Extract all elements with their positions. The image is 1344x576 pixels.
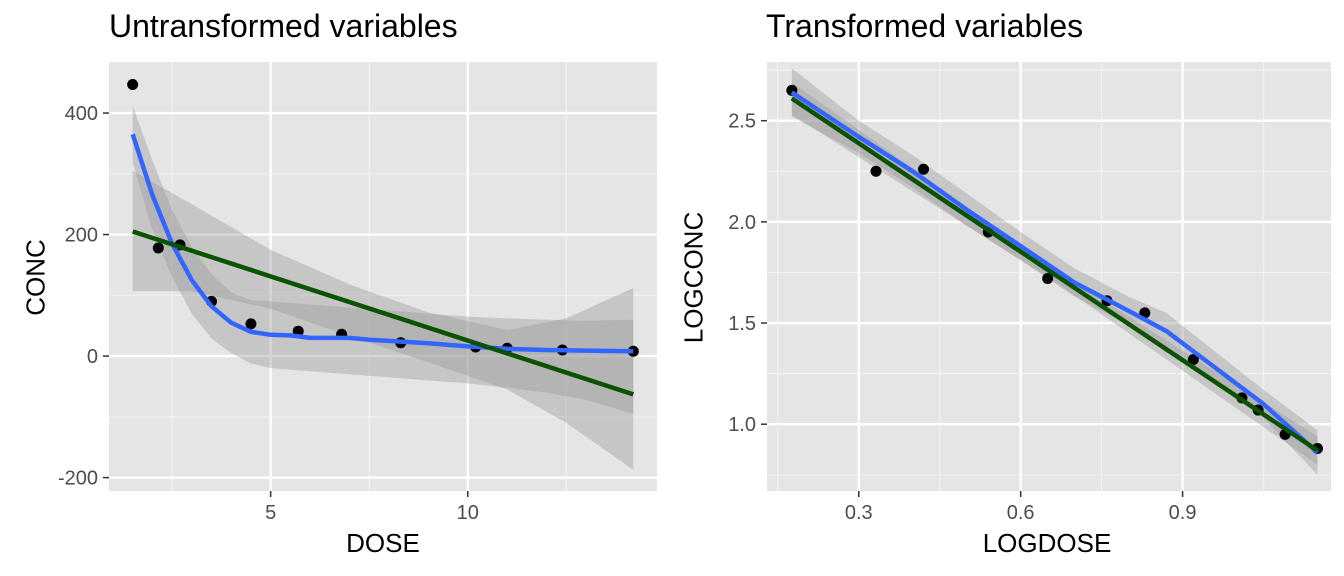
x-axis-label: LOGDOSE: [982, 528, 1112, 558]
x-axis-label: DOSE: [346, 528, 420, 558]
y-tick-label: 2.0: [728, 212, 756, 234]
loess-confidence-band: [132, 105, 634, 414]
y-tick-label: 0: [87, 346, 98, 368]
y-tick-label: 200: [65, 225, 98, 247]
y-axis-label: LOGCONC: [678, 211, 709, 344]
x-tick-label: 5: [265, 502, 276, 524]
x-tick-label: 0.3: [845, 502, 873, 524]
loess-fit-line: [790, 90, 1320, 455]
chart-title: Transformed variables: [766, 8, 1084, 44]
x-tick-label: 0.9: [1169, 502, 1197, 524]
y-tick-label: -200: [58, 468, 98, 490]
loess-fit-line: [130, 133, 634, 354]
plot-area: 5 10 -200 0 200 400: [58, 62, 657, 524]
y-tick-label: 2.5: [728, 111, 756, 133]
y-tick-label: 1.5: [728, 313, 756, 335]
data-point: [870, 165, 882, 177]
chart-title: Untransformed variables: [109, 8, 458, 44]
data-point: [1187, 353, 1199, 365]
data-point: [127, 78, 139, 90]
x-tick-label: 10: [457, 502, 479, 524]
plot-area: 0.3 0.6 0.9 1.0 1.5 2.0 2.5: [728, 62, 1331, 524]
lm-confidence-band: [132, 170, 634, 470]
x-tick-label: 0.6: [1007, 502, 1035, 524]
data-point: [1042, 273, 1054, 285]
data-point: [627, 345, 639, 357]
y-tick-label: 400: [65, 103, 98, 125]
y-tick-label: 1.0: [728, 414, 756, 436]
lm-fit-line: [790, 96, 1319, 453]
y-axis-label: CONC: [20, 239, 51, 316]
data-point: [245, 318, 257, 330]
plot-background: [109, 62, 657, 491]
chart-panel-transformed: Transformed variables 0.3 0.6 0.9 1.0 1.5 2.0…: [672, 0, 1344, 576]
lm-fit-line: [132, 229, 634, 397]
data-point: [918, 163, 930, 175]
data-point: [152, 242, 164, 254]
chart-panel-untransformed: Untransformed variables 5 10 -200 0 200 400 D…: [20, 8, 657, 558]
